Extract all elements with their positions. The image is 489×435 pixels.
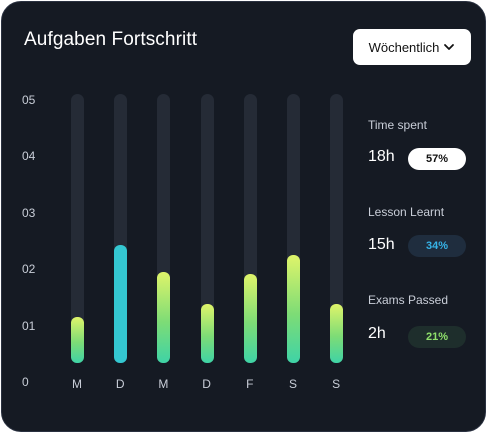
period-dropdown-label: Wöchentlich <box>368 39 440 55</box>
x-tick-label: S <box>332 377 341 391</box>
bar-f-4[interactable] <box>243 274 257 363</box>
y-tick-label: 03 <box>22 205 36 220</box>
x-tick-label: F <box>246 377 254 391</box>
bar-m-0[interactable] <box>71 317 84 363</box>
y-tick-label: 02 <box>22 262 36 277</box>
x-tick-label: D <box>115 377 125 391</box>
stat-value: 15h <box>368 236 395 253</box>
bar-track <box>71 94 84 363</box>
x-tick-label: M <box>158 377 169 391</box>
stat-value: 2h <box>368 325 386 342</box>
period-dropdown[interactable]: Wöchentlich <box>353 29 471 65</box>
x-tick-label: S <box>288 377 297 391</box>
bar-m-2[interactable] <box>157 271 171 363</box>
x-tick-label: M <box>72 377 82 391</box>
y-tick-label: 05 <box>22 93 36 107</box>
stat-label: Time spent <box>368 118 427 132</box>
y-tick-label: 04 <box>22 149 36 164</box>
percent-badge: 34% <box>408 235 466 257</box>
stat-value: 18h <box>368 148 395 165</box>
card-title: Aufgaben Fortschritt <box>24 29 198 50</box>
x-tick-label: D <box>202 377 211 391</box>
y-tick-label: 0 <box>22 375 29 389</box>
chevron-down-icon <box>444 44 455 50</box>
bar-d-3[interactable] <box>200 303 214 363</box>
bar-d-1[interactable] <box>114 244 128 363</box>
bar-s-5[interactable] <box>287 255 300 363</box>
y-tick-label: 01 <box>22 318 36 333</box>
bar-track <box>330 94 344 363</box>
stat-label: Exams Passed <box>368 293 449 307</box>
percent-badge: 57% <box>408 148 466 170</box>
stat-label: Lesson Learnt <box>368 205 445 219</box>
percent-badge: 21% <box>408 326 466 348</box>
bar-s-6[interactable] <box>330 303 344 363</box>
bar-track <box>200 94 214 363</box>
